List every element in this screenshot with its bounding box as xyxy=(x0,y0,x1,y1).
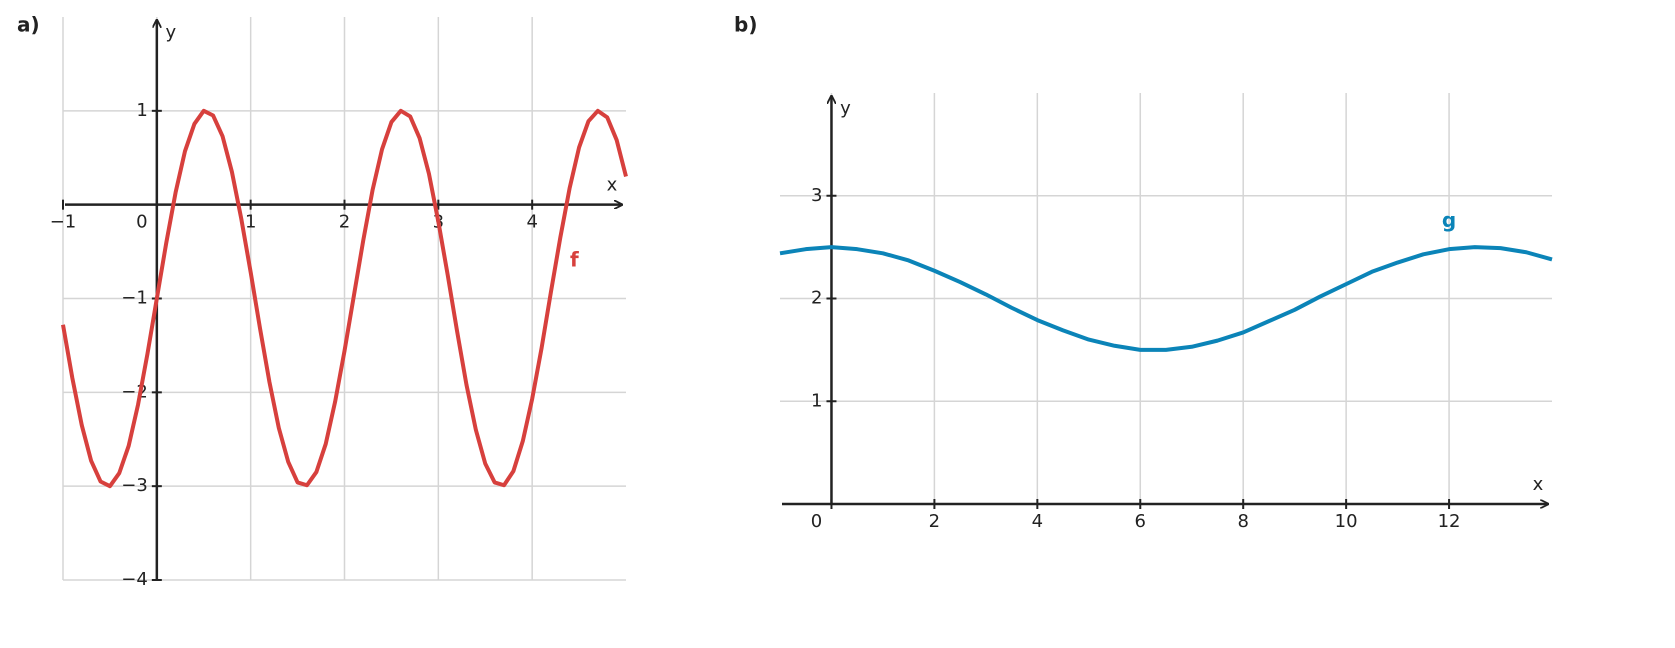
x-axis-label: x xyxy=(1533,474,1544,495)
y-tick-label: −1 xyxy=(121,288,148,309)
x-tick-label: 4 xyxy=(526,212,537,233)
x-tick-label: 6 xyxy=(1135,511,1146,532)
x-tick-label: 0 xyxy=(136,212,147,233)
y-tick-label: 1 xyxy=(136,100,147,121)
panel-label: b) xyxy=(734,13,757,37)
x-tick-label: 1 xyxy=(245,212,256,233)
x-tick-label: 0 xyxy=(811,511,822,532)
panel-label: a) xyxy=(17,13,40,37)
y-tick-label: −3 xyxy=(121,475,148,496)
y-tick-label: 2 xyxy=(811,288,822,309)
x-tick-label: 2 xyxy=(339,212,350,233)
x-tick-label: 4 xyxy=(1032,511,1043,532)
series-label: f xyxy=(570,247,579,271)
line xyxy=(61,108,628,489)
y-tick-label: 1 xyxy=(811,390,822,411)
x-tick-label: 12 xyxy=(1438,511,1461,532)
y-tick-label: −2 xyxy=(121,381,148,402)
x-tick-label: 2 xyxy=(929,511,940,532)
x-tick-label: 8 xyxy=(1237,511,1248,532)
line xyxy=(779,245,1553,352)
y-tick-label: −4 xyxy=(121,569,148,590)
y-tick-label: 3 xyxy=(811,185,822,206)
x-axis-label: x xyxy=(607,175,618,196)
x-tick-label: 10 xyxy=(1335,511,1358,532)
y-axis-label: y xyxy=(840,98,851,119)
y-axis-label: y xyxy=(166,22,177,43)
x-tick-label: −1 xyxy=(50,212,77,233)
series-label: g xyxy=(1442,208,1456,232)
